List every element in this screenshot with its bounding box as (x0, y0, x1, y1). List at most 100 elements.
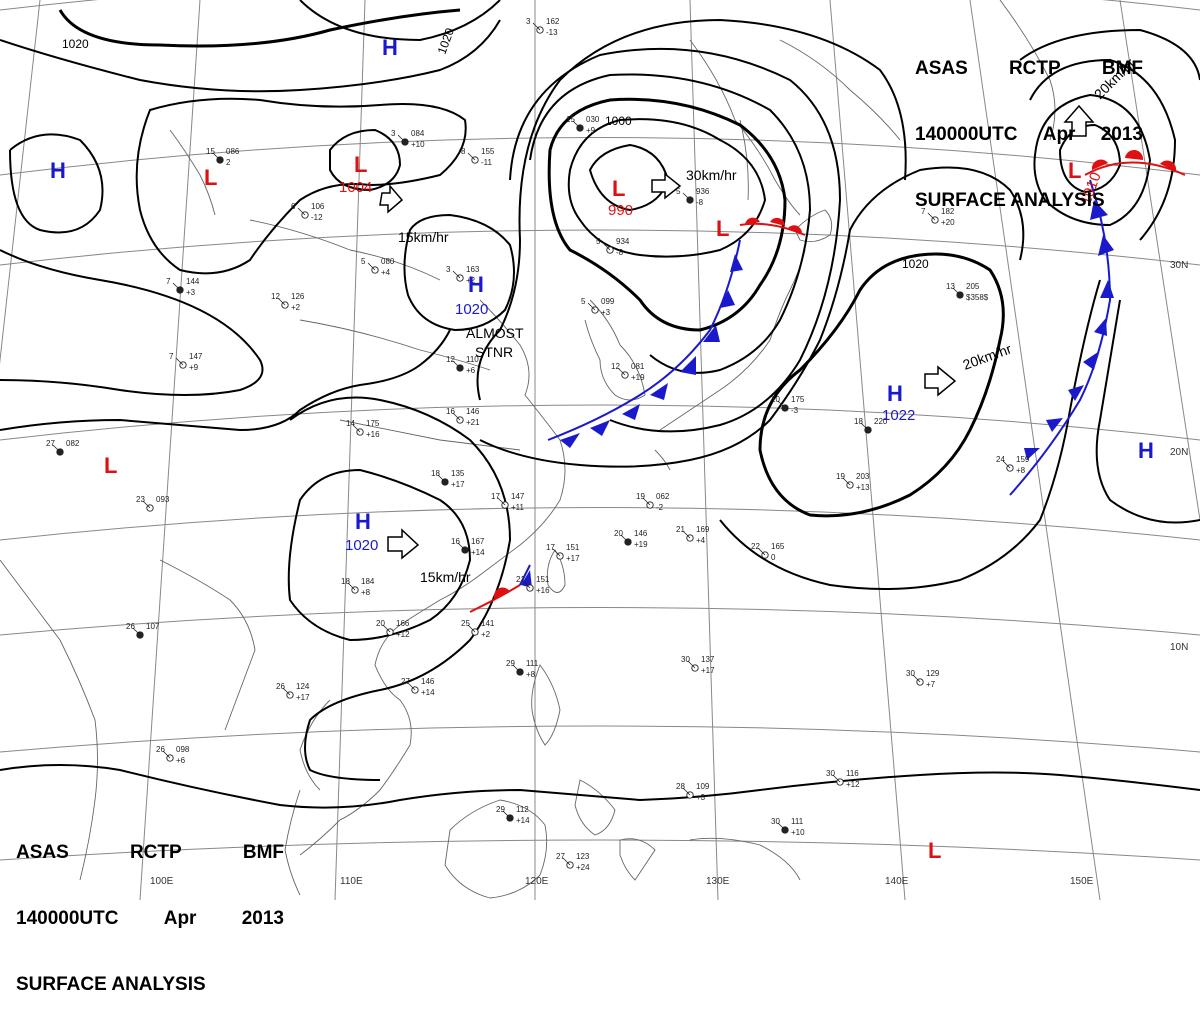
station-temp: 17 (491, 492, 500, 501)
station-temp: 30 (906, 669, 915, 678)
front-barb (1090, 200, 1108, 220)
station-pressure: 167 (471, 537, 485, 546)
station-plot: 25 141 +2 (461, 619, 495, 639)
meridian-160e (1119, 0, 1200, 521)
station-tendency: -12 (311, 213, 323, 222)
station-pressure: 124 (296, 682, 310, 691)
wind-barb (620, 534, 629, 543)
front-barb (1046, 418, 1063, 432)
isobar-990-6 (476, 18, 907, 401)
cold-segment-taiwan (519, 564, 531, 586)
station-plot: 30 111 +10 (771, 817, 805, 837)
isobar-1020-topleft (58, 8, 461, 48)
station-plot: 3 163 +2 (446, 265, 480, 285)
isobar-kazakh-low (135, 97, 467, 275)
coast-russia-east (689, 39, 801, 216)
station-plot: 20 166 +12 (376, 619, 410, 639)
station-pressure: 184 (361, 577, 375, 586)
station-pressure: 086 (226, 147, 240, 156)
motion-arrows (379, 104, 1095, 560)
wind-barb (352, 424, 361, 433)
low-sea-of-japan-letter: L (716, 216, 729, 241)
isobar-1000 (547, 97, 787, 332)
header-bl-line2: 140000UTC Apr 2013 (16, 908, 284, 930)
wind-barb (842, 477, 851, 486)
station-tendency: +14 (471, 548, 485, 557)
wind-barb (457, 542, 466, 551)
front-barb (1083, 352, 1098, 370)
header-tr-code: BMF (1101, 58, 1143, 79)
station-temp: 3 (391, 129, 396, 138)
wind-barb (382, 624, 391, 633)
wind-barb (682, 530, 691, 539)
station-pressure: 129 (926, 669, 940, 678)
station-plot: 15 086 2 (206, 147, 240, 167)
isobars (0, 0, 1200, 809)
station-tendency: -11 (481, 158, 493, 167)
station-temp: 26 (156, 745, 165, 754)
station-tendency: +4 (381, 268, 391, 277)
meridian-140e (829, 0, 906, 900)
almost-stationary-line2: STNR (475, 344, 513, 360)
station-tendency: +17 (701, 666, 715, 675)
station-pressure: 936 (696, 187, 710, 196)
station-temp: 17 (546, 543, 555, 552)
high-north-china-value: 1020 (455, 301, 488, 318)
header-top-right: ASAS RCTP BMF 140000UTC Apr 2013 SURFACE… (915, 14, 1143, 234)
station-tendency: $358$ (966, 293, 989, 302)
high-north-mongolia-letter: H (382, 35, 398, 60)
station-plot: 5 936 -8 (676, 187, 710, 207)
low-india-letter: L (104, 453, 117, 478)
parallel-10n (0, 607, 1200, 636)
header-bl-year: 2013 (241, 908, 284, 929)
station-pressure: 182 (941, 207, 955, 216)
station-pressure: 146 (634, 529, 648, 538)
station-temp: 8 (461, 147, 466, 156)
coast-taiwan (546, 549, 566, 593)
station-plot: 12 110 +6 (446, 355, 479, 375)
station-tendency: +11 (511, 503, 525, 512)
station-tendency: -13 (546, 28, 558, 37)
front-barb (730, 254, 743, 272)
iso-label-1020-top: 1020 (435, 26, 457, 56)
station-plot: 7 147 +9 (169, 352, 203, 372)
warm-front-main-bumps (745, 217, 803, 234)
lon-label-120e: 120E (525, 876, 549, 887)
high-south-china-letter: H (355, 509, 371, 534)
wind-barb (572, 120, 581, 129)
station-pressure: 062 (656, 492, 670, 501)
station-temp: 26 (276, 682, 285, 691)
meridian-90e (0, 0, 41, 365)
coast-mindanao (574, 779, 616, 836)
front-barb (521, 570, 532, 588)
low-bottom-letter: L (928, 838, 941, 863)
header-bl-code: BMF (242, 842, 284, 863)
header-tr-station: RCTP (1008, 58, 1061, 79)
station-plot: 18 184 +8 (341, 577, 375, 597)
station-tendency: +17 (296, 693, 310, 702)
station-pressure: 082 (66, 439, 80, 448)
header-tr-year: 2013 (1100, 124, 1143, 145)
station-temp: 3 (446, 265, 451, 274)
station-tendency: +14 (421, 688, 435, 697)
arrow-kuril (1063, 104, 1095, 137)
station-temp: 15 (566, 115, 575, 124)
station-temp: 10 (771, 395, 780, 404)
station-pressure: 107 (146, 622, 160, 631)
station-tendency: 0 (771, 553, 776, 562)
station-pressure: 109 (696, 782, 710, 791)
station-tendency: +10 (791, 828, 805, 837)
front-barb (703, 325, 720, 342)
isobar-south-china-h (287, 468, 472, 642)
station-tendency: +17 (566, 554, 580, 563)
station-tendency: -3 (791, 406, 799, 415)
station-tendency: +3 (696, 793, 706, 802)
station-plot: 27 123 +24 (556, 852, 590, 872)
wind-barb (277, 297, 286, 306)
coast-hokkaido (794, 209, 833, 243)
lon-label-130e: 130E (706, 876, 730, 887)
isobar-kuril-4 (1019, 28, 1200, 81)
station-plot: 27 082 (46, 439, 80, 456)
isobar-1016-right (1095, 299, 1200, 524)
low-lake-baikal-value: 1004 (339, 179, 372, 196)
